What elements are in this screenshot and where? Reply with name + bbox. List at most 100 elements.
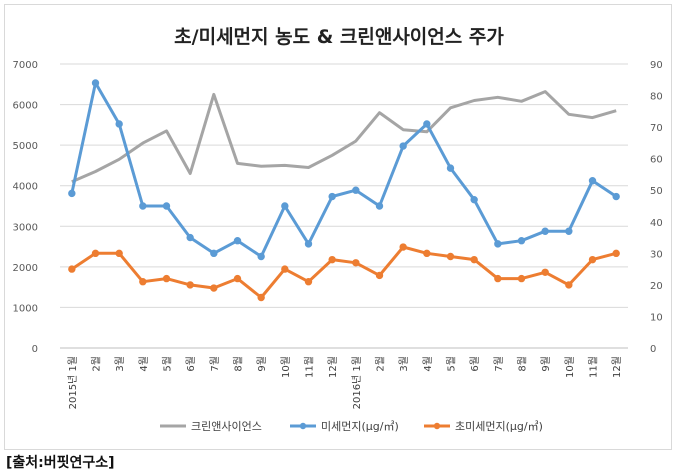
series-1-point-22 bbox=[588, 177, 597, 185]
series-2-point-18 bbox=[494, 274, 502, 283]
series-1-point-0 bbox=[68, 189, 76, 198]
left-tick-label-6: 6000 bbox=[13, 101, 38, 112]
legend-label-0: 크린앤사이언스 bbox=[191, 420, 262, 433]
left-tick-label-5: 5000 bbox=[13, 141, 38, 152]
series-1-point-9 bbox=[281, 202, 289, 210]
chart-frame bbox=[4, 4, 672, 450]
series-1-point-14 bbox=[399, 142, 407, 150]
x-tick-label-6: 7월 bbox=[209, 356, 221, 372]
series-2-point-17 bbox=[470, 255, 478, 264]
series-1-point-4 bbox=[162, 202, 171, 210]
x-tick-label-4: 5월 bbox=[162, 356, 174, 372]
x-tick-label-5: 6월 bbox=[185, 356, 197, 372]
series-2-point-9 bbox=[281, 265, 289, 273]
legend-marker-2 bbox=[433, 422, 441, 430]
x-tick-label-3: 4월 bbox=[138, 356, 150, 372]
series-1-point-2 bbox=[115, 120, 123, 128]
series-1-point-18 bbox=[494, 240, 502, 248]
right-tick-label-9: 90 bbox=[650, 60, 663, 71]
series-1-point-20 bbox=[541, 227, 549, 235]
series-2-point-12 bbox=[352, 259, 360, 267]
right-tick-label-0: 0 bbox=[650, 344, 656, 355]
right-tick-label-8: 80 bbox=[650, 92, 663, 103]
left-tick-label-4: 4000 bbox=[13, 182, 38, 193]
x-tick-label-16: 5월 bbox=[446, 356, 458, 372]
series-1-point-15 bbox=[423, 120, 431, 128]
series-2-point-10 bbox=[304, 278, 313, 286]
series-1-point-11 bbox=[328, 192, 336, 201]
series-2-point-19 bbox=[517, 274, 526, 283]
right-tick-label-7: 70 bbox=[650, 123, 663, 134]
x-tick-label-22: 11월 bbox=[588, 356, 600, 378]
x-tick-label-17: 6월 bbox=[469, 356, 481, 372]
series-1-point-19 bbox=[517, 237, 526, 245]
x-tick-label-21: 10월 bbox=[564, 356, 576, 378]
series-1-point-8 bbox=[257, 252, 265, 261]
x-tick-label-23: 12월 bbox=[611, 356, 623, 378]
x-tick-label-8: 9월 bbox=[256, 356, 268, 372]
x-tick-label-20: 9월 bbox=[540, 356, 552, 372]
series-2-point-21 bbox=[565, 281, 573, 289]
legend-marker-1 bbox=[299, 422, 307, 430]
series-2-point-3 bbox=[139, 278, 147, 286]
left-tick-label-2: 2000 bbox=[13, 263, 38, 274]
right-tick-label-2: 20 bbox=[650, 281, 663, 292]
series-1-point-13 bbox=[375, 202, 384, 210]
x-tick-label-12: 2016년 1월 bbox=[351, 356, 363, 409]
x-tick-label-18: 7월 bbox=[493, 356, 505, 372]
series-line-1 bbox=[70, 81, 618, 258]
left-tick-label-3: 3000 bbox=[13, 222, 38, 233]
right-tick-label-3: 30 bbox=[650, 249, 663, 260]
left-tick-label-1: 1000 bbox=[13, 303, 38, 314]
series-1-point-6 bbox=[210, 249, 218, 258]
series-2-point-8 bbox=[257, 293, 265, 302]
right-tick-label-4: 40 bbox=[650, 218, 663, 229]
series-2-point-22 bbox=[588, 255, 597, 264]
x-tick-label-11: 12월 bbox=[327, 356, 339, 378]
right-tick-label-1: 10 bbox=[650, 312, 663, 323]
series-2-point-1 bbox=[91, 249, 100, 258]
x-tick-label-13: 2월 bbox=[375, 356, 387, 372]
x-tick-label-19: 8월 bbox=[517, 356, 529, 372]
series-2-point-2 bbox=[115, 249, 123, 258]
source-note: [출처:버핏연구소] bbox=[6, 455, 115, 471]
x-tick-label-10: 11월 bbox=[304, 356, 316, 378]
x-tick-label-2: 3월 bbox=[114, 356, 126, 372]
chart-title: 초/미세먼지 농도 & 크린앤사이언스 주가 bbox=[174, 26, 504, 48]
x-tick-label-9: 10월 bbox=[280, 356, 292, 378]
series-line-0 bbox=[71, 90, 617, 184]
series-2-point-7 bbox=[233, 274, 242, 283]
series-2-point-20 bbox=[541, 268, 549, 276]
series-1-point-1 bbox=[91, 79, 100, 87]
series-1-point-12 bbox=[352, 186, 360, 194]
series-2-point-11 bbox=[328, 255, 336, 264]
right-tick-label-6: 60 bbox=[650, 155, 663, 166]
series-1-point-21 bbox=[565, 227, 573, 235]
left-tick-label-7: 7000 bbox=[13, 60, 38, 71]
series-2-point-16 bbox=[446, 252, 455, 261]
series-1-point-3 bbox=[139, 202, 147, 210]
x-tick-label-7: 8월 bbox=[233, 356, 245, 372]
series-line-2 bbox=[70, 245, 617, 299]
left-tick-label-0: 0 bbox=[32, 344, 38, 355]
series-1-point-23 bbox=[612, 192, 620, 201]
series-2-point-0 bbox=[68, 265, 76, 273]
series-2-point-13 bbox=[375, 271, 384, 280]
series-2-point-5 bbox=[186, 281, 194, 289]
series-1-point-7 bbox=[233, 237, 242, 245]
series-1-point-10 bbox=[304, 240, 313, 248]
series-1-point-5 bbox=[186, 233, 194, 242]
x-tick-label-0: 2015년 1월 bbox=[67, 356, 79, 409]
x-tick-label-1: 2월 bbox=[91, 356, 103, 372]
series-2-point-14 bbox=[399, 243, 407, 251]
series-2-point-4 bbox=[162, 274, 171, 283]
series-2-point-15 bbox=[423, 249, 431, 258]
x-tick-label-14: 3월 bbox=[398, 356, 410, 372]
legend-label-2: 초미세먼지(μg/㎥) bbox=[455, 420, 543, 433]
right-tick-label-5: 50 bbox=[650, 186, 663, 197]
series-1-point-17 bbox=[470, 195, 478, 204]
legend-label-1: 미세먼지(μg/㎥) bbox=[321, 420, 399, 433]
series-2-point-6 bbox=[210, 284, 218, 292]
series-2-point-23 bbox=[612, 249, 620, 258]
